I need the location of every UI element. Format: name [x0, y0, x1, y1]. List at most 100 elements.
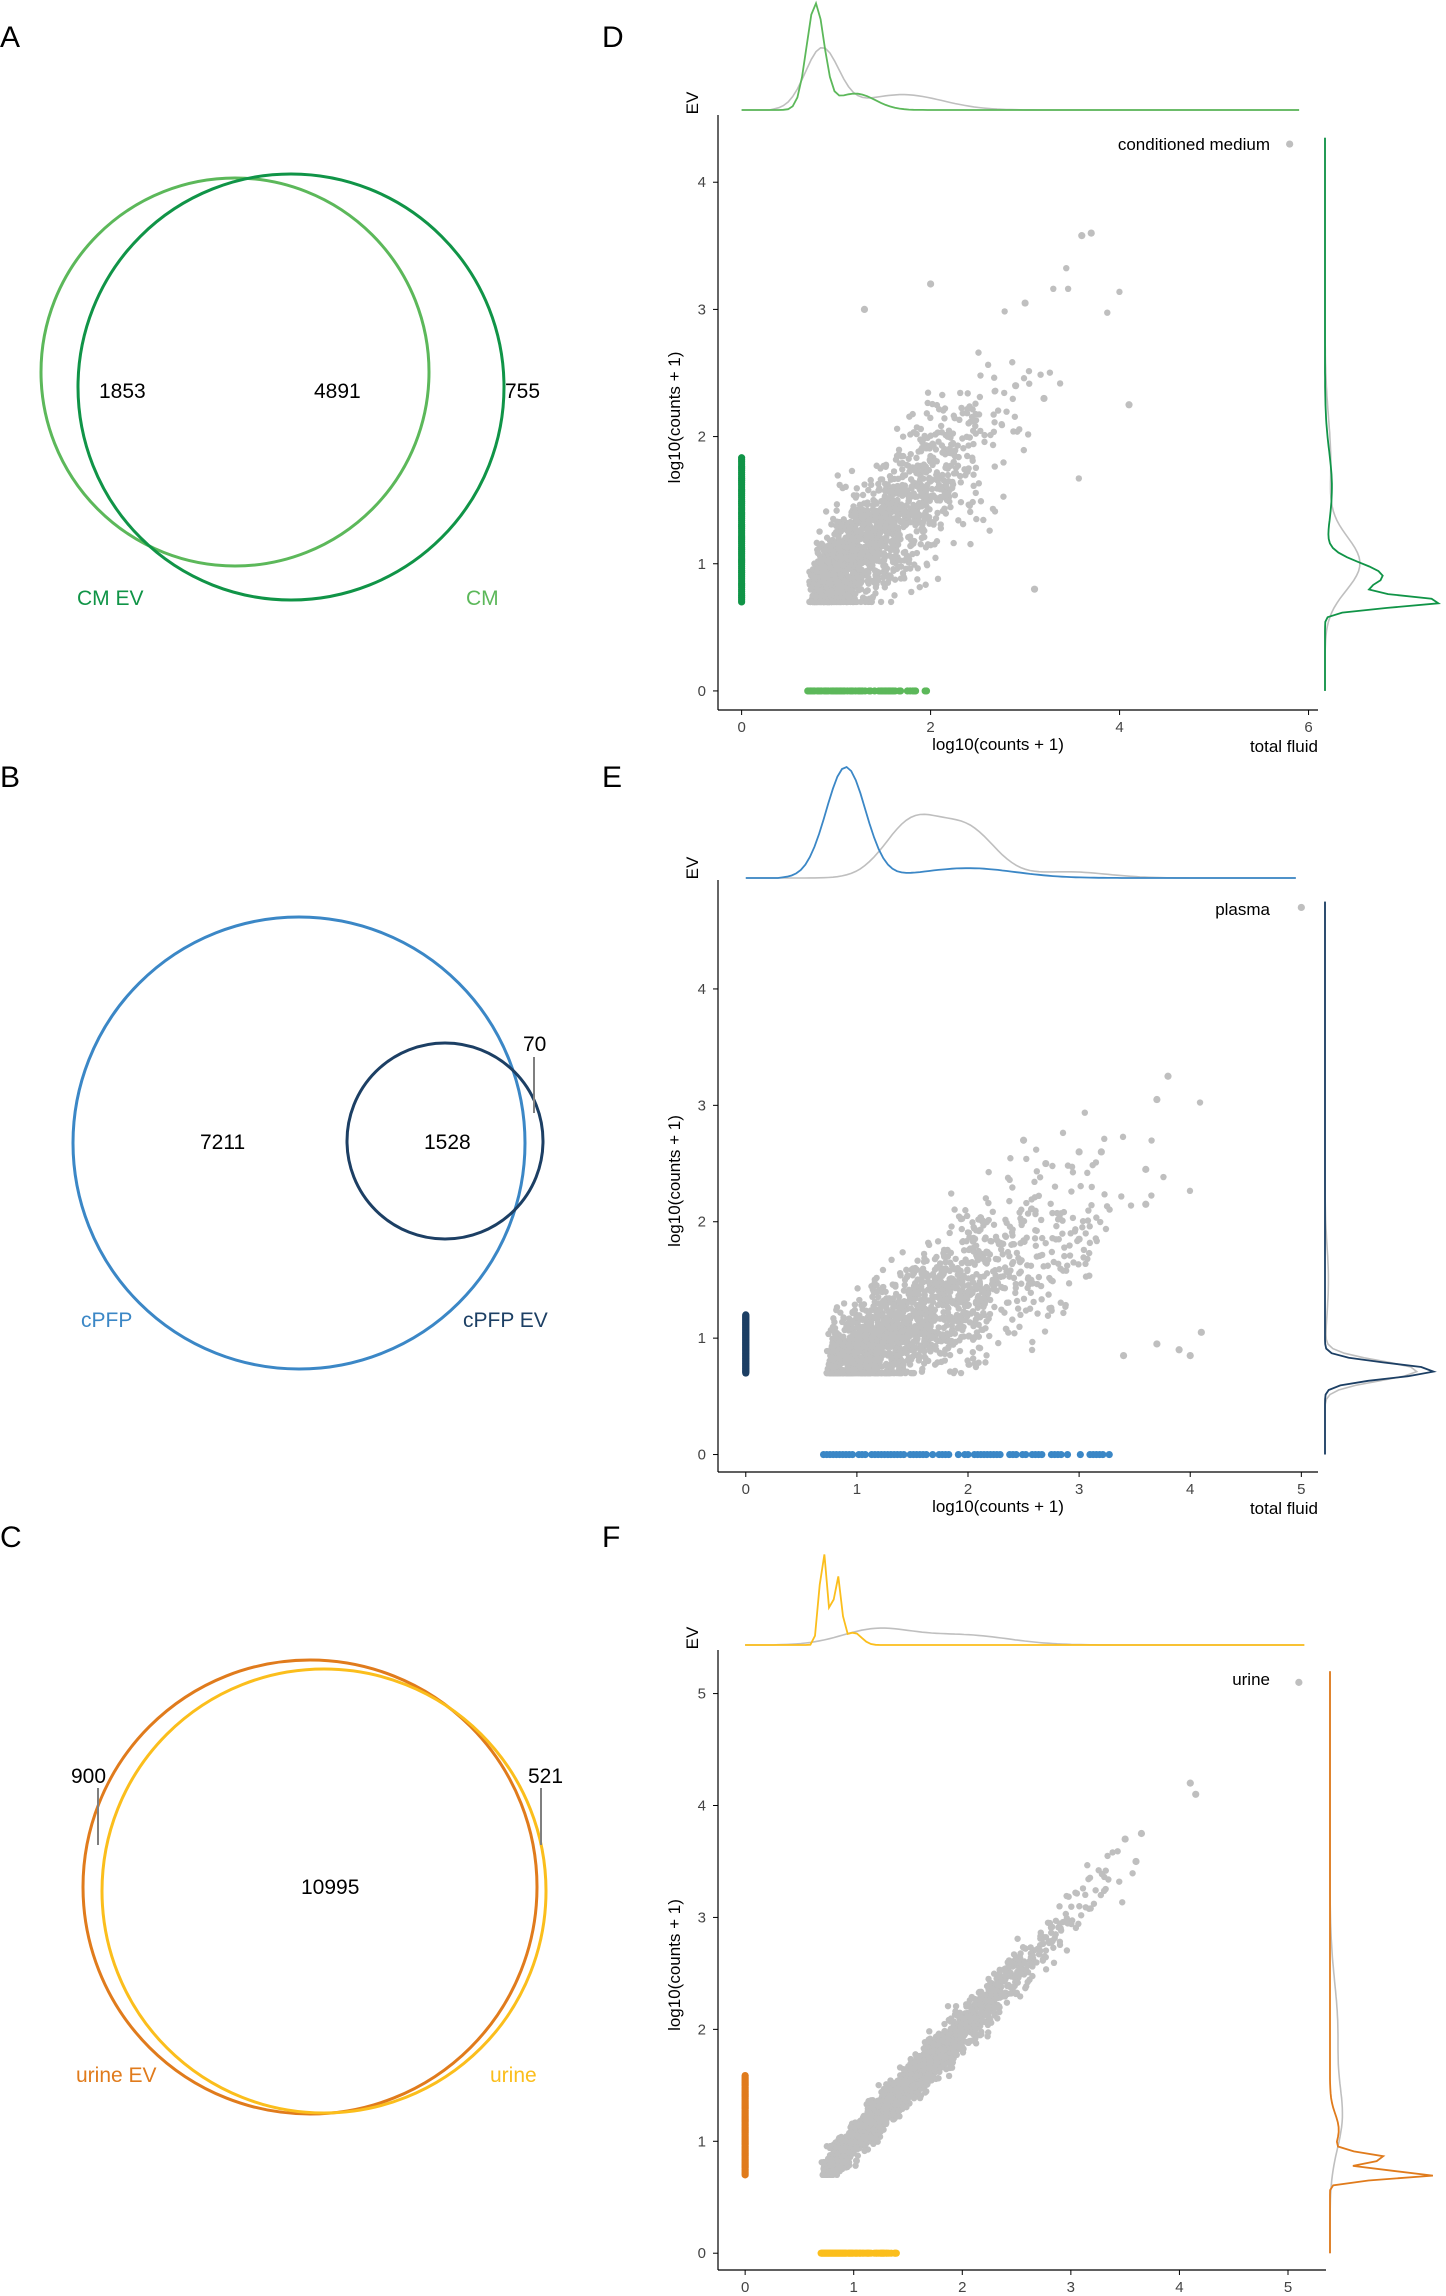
- fluid-only-point: [1099, 1450, 1107, 1459]
- shared-point: [1010, 1274, 1018, 1282]
- shared-point: [1050, 1258, 1057, 1266]
- shared-point: [1082, 1891, 1089, 1899]
- shared-point: [830, 1348, 838, 1355]
- venn-circle-cm-ev: [76, 172, 506, 602]
- shared-point: [899, 1327, 907, 1335]
- shared-point: [964, 452, 971, 460]
- outlier-point: [1142, 1165, 1150, 1173]
- shared-point: [909, 410, 916, 418]
- shared-point: [1020, 375, 1028, 382]
- shared-point: [1079, 1885, 1087, 1892]
- shared-point: [959, 520, 967, 528]
- shared-point: [933, 1253, 940, 1261]
- shared-point: [831, 572, 838, 579]
- fluid-only-point: [1063, 1450, 1072, 1459]
- shared-point: [833, 1304, 841, 1311]
- shared-point: [860, 1301, 868, 1308]
- shared-point: [986, 527, 993, 534]
- shared-point: [1049, 1234, 1056, 1242]
- shared-point: [813, 539, 820, 547]
- shared-point: [949, 439, 957, 447]
- shared-point: [981, 438, 988, 446]
- shared-point: [935, 406, 943, 413]
- shared-point: [972, 464, 980, 472]
- shared-point: [856, 501, 864, 509]
- outlier-point: [1097, 1148, 1105, 1156]
- fluid-only-points: [804, 687, 931, 695]
- shared-point: [880, 1338, 887, 1345]
- shared-point: [890, 468, 898, 475]
- shared-point: [960, 1272, 968, 1280]
- shared-point: [1029, 1338, 1036, 1346]
- shared-point: [904, 487, 911, 494]
- shared-point: [886, 506, 893, 513]
- outlier-point: [1019, 1136, 1028, 1144]
- shared-point: [865, 552, 873, 560]
- shared-point: [837, 528, 845, 535]
- shared-point: [895, 563, 902, 571]
- shared-point: [1053, 1222, 1060, 1230]
- shared-point: [1004, 1248, 1012, 1256]
- shared-point: [958, 1225, 965, 1233]
- shared-point: [831, 1334, 839, 1341]
- x-tick-label: 5: [1284, 2279, 1292, 2296]
- shared-point: [894, 487, 901, 495]
- shared-point: [925, 1241, 933, 1249]
- shared-point: [847, 553, 855, 560]
- shared-point: [980, 516, 987, 524]
- shared-point: [1005, 1299, 1012, 1306]
- shared-point: [1016, 1209, 1023, 1216]
- shared-point: [857, 559, 864, 566]
- outlier-point: [1153, 1095, 1161, 1104]
- shared-point: [1038, 1296, 1045, 1303]
- shared-point: [974, 1300, 981, 1307]
- shared-point: [998, 1283, 1005, 1291]
- shared-point: [1001, 389, 1008, 397]
- shared-point: [881, 480, 889, 488]
- shared-point: [932, 1346, 940, 1353]
- shared-point: [867, 516, 874, 523]
- shared-point: [917, 541, 924, 548]
- shared-point: [990, 1221, 998, 1228]
- shared-point: [883, 565, 891, 572]
- shared-point: [907, 431, 914, 438]
- shared-point: [843, 544, 851, 551]
- shared-point: [1041, 1328, 1049, 1335]
- shared-point: [919, 1266, 927, 1273]
- shared-point: [1044, 1262, 1052, 1269]
- fluid-only-point: [996, 1450, 1004, 1459]
- shared-point: [981, 1300, 988, 1308]
- shared-point: [944, 433, 951, 440]
- shared-point: [921, 1329, 928, 1337]
- shared-point: [1001, 1264, 1009, 1271]
- ev-only-point: [742, 1311, 750, 1319]
- shared-point: [1027, 1289, 1035, 1296]
- shared-point: [818, 592, 826, 599]
- shared-point: [955, 1295, 963, 1303]
- shared-point: [918, 1299, 926, 1307]
- shared-point: [836, 560, 844, 568]
- shared-point: [1059, 1230, 1066, 1237]
- shared-point: [901, 575, 908, 582]
- shared-point: [957, 479, 964, 486]
- shared-point: [1079, 1217, 1087, 1225]
- shared-point: [926, 2028, 933, 2035]
- shared-point: [826, 580, 834, 588]
- shared-point: [940, 1252, 948, 1260]
- shared-point: [908, 588, 915, 596]
- shared-point: [889, 558, 897, 566]
- shared-point: [870, 1332, 878, 1339]
- shared-point: [851, 1301, 859, 1308]
- shared-point: [873, 1289, 881, 1296]
- shared-point: [814, 549, 822, 557]
- outlier-point: [1186, 1352, 1194, 1360]
- side-density-total: [1324, 137, 1361, 691]
- shared-point: [847, 524, 854, 531]
- outlier-point: [1075, 1235, 1083, 1243]
- shared-point: [1129, 1870, 1136, 1877]
- venn-c: 900 10995 521 urine EV urine: [71, 1658, 563, 2116]
- shared-point: [874, 549, 881, 557]
- shared-point: [985, 1168, 992, 1176]
- shared-point: [1049, 1209, 1056, 1217]
